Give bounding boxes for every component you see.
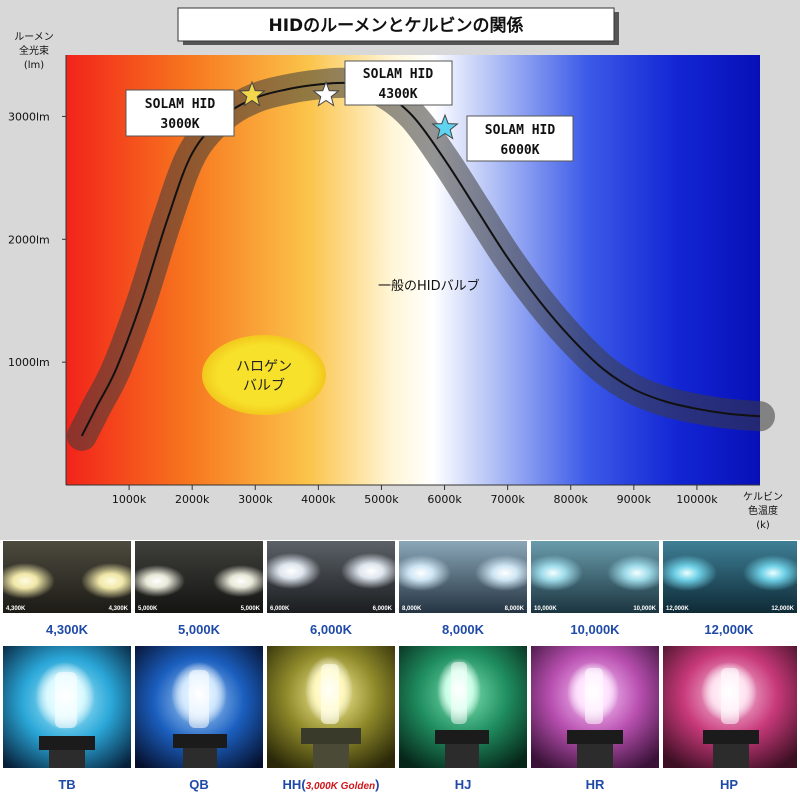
annotation-3000k-line-1: SOLAM HID <box>145 97 216 112</box>
x-axis-label-line-1: ケルビン <box>743 491 783 503</box>
star-3000k-icon <box>238 80 266 107</box>
x-tick-label: 1000k <box>112 493 147 506</box>
thumb-10000k: 10,000K 10,000K <box>531 541 659 613</box>
color-temp-label-5000k: 5,000K <box>178 622 220 637</box>
chart-panel: 1000k 2000k 3000k 4000k 5000k 6000k 7000k 8000k… <box>0 0 800 540</box>
halogen-bubble <box>202 335 326 415</box>
star-4300k-icon <box>312 80 340 107</box>
y-axis-label-line-3: (lm) <box>24 60 44 71</box>
x-tick-label: 10000k <box>676 493 718 506</box>
y-tick-label: 2000lm <box>8 233 50 246</box>
bulb-label-hh-sub: 3,000K Golden <box>305 781 376 792</box>
color-temp-label-6000k: 6,000K <box>310 622 352 637</box>
bulb-photo-hp <box>663 646 797 768</box>
x-axis-label-line-2: 色温度 <box>748 504 778 517</box>
bulb-photo-tb <box>3 646 131 768</box>
thumb-5000k: 5,000K 5,000K <box>135 541 263 613</box>
thumb-6000k-corner-right: 6,000K <box>372 606 392 612</box>
thumb-12000k-corner-left: 12,000K <box>666 606 689 612</box>
thumb-10000k-corner-right: 10,000K <box>633 606 656 612</box>
color-temp-label-10000k: 10,000K <box>570 622 620 637</box>
y-axis-label-line-1: ルーメン <box>14 32 54 43</box>
thumb-12000k: 12,000K 12,000K <box>663 541 797 613</box>
thumb-12000k-corner-right: 12,000K <box>771 606 794 612</box>
bulb-row: TB QB HH(3,000K Golden) HJ HR HP <box>0 646 800 800</box>
annotation-3000k-line-2: 3000K <box>160 117 199 132</box>
bulb-label-hh: HH <box>282 777 302 792</box>
x-tick-label: 7000k <box>490 493 525 506</box>
thumb-4300k: 4,300K 4,300K <box>3 541 131 613</box>
bulb-label-hr: HR <box>585 777 605 792</box>
x-tick-label: 9000k <box>617 493 652 506</box>
annotation-6000k: SOLAM HID 6000K <box>466 115 574 162</box>
annotation-4300k-line-2: 4300K <box>378 87 417 102</box>
annotation-6000k-line-1: SOLAM HID <box>485 123 556 138</box>
y-axis-label-line-2: 全光束 <box>19 44 49 57</box>
x-tick-label: 5000k <box>364 493 399 506</box>
thumb-10000k-corner-left: 10,000K <box>534 606 557 612</box>
thumb-4300k-corner-left: 4,300K <box>6 606 26 612</box>
thumb-6000k-corner-left: 6,000K <box>270 606 290 612</box>
thumb-5000k-corner-right: 5,000K <box>240 606 260 612</box>
thumb-8000k-corner-left: 8,000K <box>402 606 422 612</box>
chart-title-box: HIDのルーメンとケルビンの関係 <box>177 7 619 45</box>
lumen-kelvin-chart: 1000k 2000k 3000k 4000k 5000k 6000k 7000k 8000k… <box>8 7 783 531</box>
color-temp-label-8000k: 8,000K <box>442 622 484 637</box>
x-axis-label-line-3: (k) <box>756 520 770 531</box>
x-tick-label: 8000k <box>554 493 589 506</box>
y-tick-label: 1000lm <box>8 356 50 369</box>
halogen-label-line-2: バルブ <box>243 377 285 394</box>
thumb-8000k-corner-right: 8,000K <box>504 606 524 612</box>
bulb-label-qb: QB <box>189 777 209 792</box>
series-label: 一般のHIDバルブ <box>378 278 480 294</box>
color-temp-label-4300k: 4,300K <box>46 622 88 637</box>
annotation-4300k-line-1: SOLAM HID <box>363 67 434 82</box>
bulb-label-tb: TB <box>58 777 76 792</box>
bulb-photo-hr <box>531 646 659 768</box>
chart-title: HIDのルーメンとケルビンの関係 <box>269 15 524 36</box>
thumb-4300k-corner-right: 4,300K <box>108 606 128 612</box>
color-temp-row: 4,300K 4,300K 5,000K 5,000K 6,000K 6,000… <box>0 541 800 641</box>
axes: 1000k 2000k 3000k 4000k 5000k 6000k 7000k 8000k… <box>8 55 760 506</box>
bulb-label-hp: HP <box>719 777 739 792</box>
bulb-photo-hj <box>399 646 527 768</box>
color-temp-label-12000k: 12,000K <box>704 622 754 637</box>
x-tick-label: 2000k <box>175 493 210 506</box>
halogen-label-line-1: ハロゲン <box>236 359 292 375</box>
annotation-6000k-line-2: 6000K <box>500 143 539 158</box>
x-tick-label: 4000k <box>301 493 336 506</box>
star-6000k-icon <box>431 113 459 140</box>
x-tick-label: 3000k <box>238 493 273 506</box>
x-tick-label: 6000k <box>427 493 462 506</box>
thumb-8000k: 8,000K 8,000K <box>399 541 527 613</box>
bulb-label-hj: HJ <box>454 777 472 792</box>
annotation-3000k: SOLAM HID 3000K <box>125 89 235 137</box>
bulb-label-hh-wrap: HH(3,000K Golden) <box>282 777 380 792</box>
bulb-photo-hh <box>267 646 395 768</box>
thumb-5000k-corner-left: 5,000K <box>138 606 158 612</box>
y-tick-label: 3000lm <box>8 110 50 123</box>
thumb-6000k: 6,000K 6,000K <box>267 541 395 613</box>
bulb-photo-qb <box>135 646 263 768</box>
annotation-4300k: SOLAM HID 4300K <box>344 60 453 106</box>
